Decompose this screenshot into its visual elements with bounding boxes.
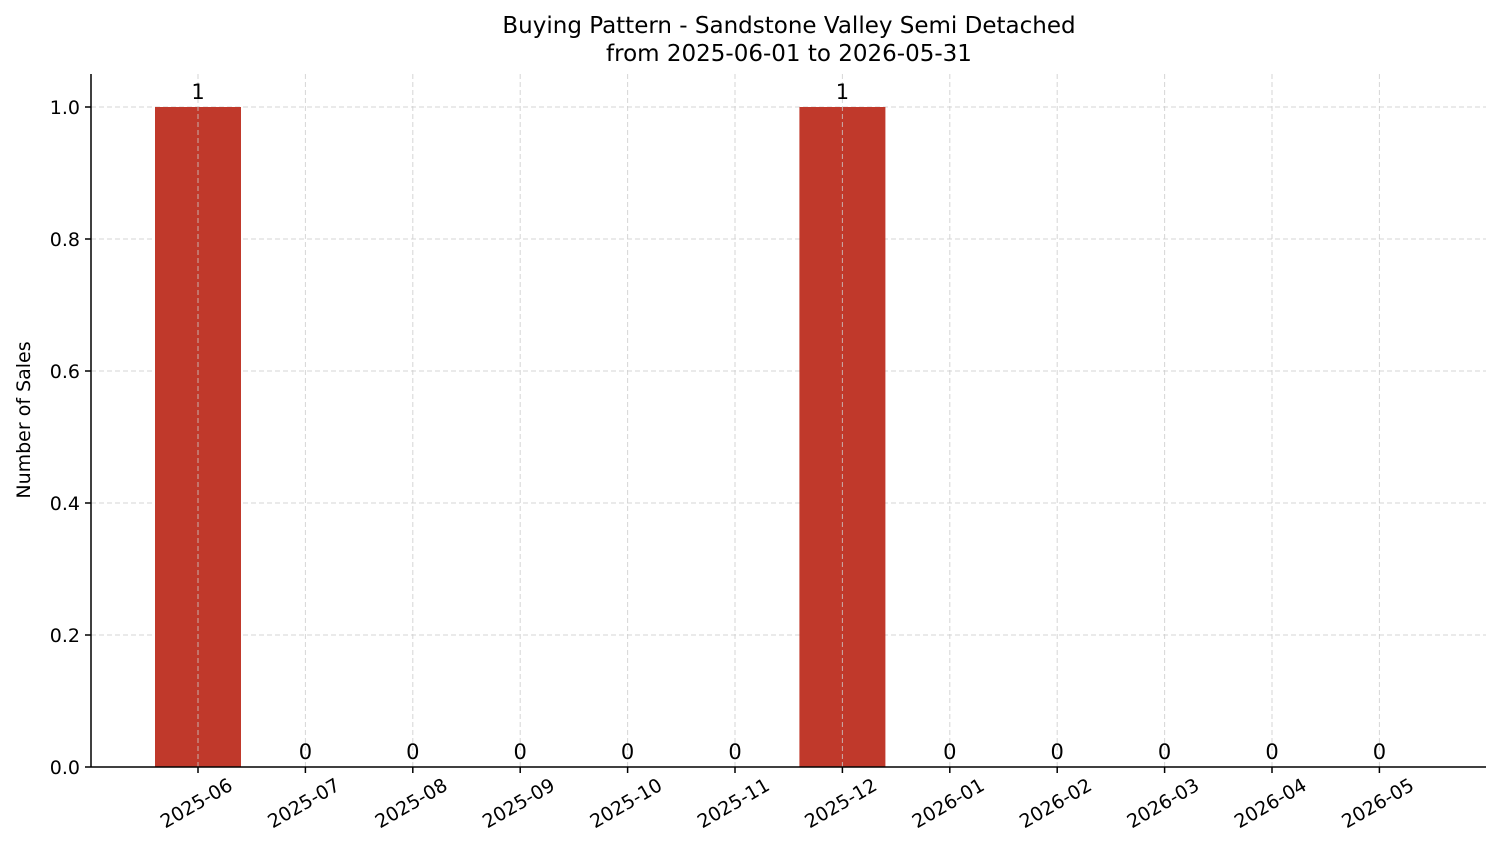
- x-tick-label-2025-08: 2025-08: [372, 774, 452, 833]
- y-tick-label-0: 0.0: [50, 757, 80, 779]
- data-label-2026-04: 0: [1265, 740, 1278, 764]
- y-tick-label-5: 1.0: [50, 97, 80, 119]
- x-tick-label-2026-01: 2026-01: [909, 774, 989, 833]
- data-label-2026-03: 0: [1158, 740, 1171, 764]
- data-label-2025-07: 0: [299, 740, 312, 764]
- x-tick-label-2025-06: 2025-06: [157, 774, 237, 833]
- y-tick-label-4: 0.8: [50, 229, 80, 251]
- x-tick-label-2026-05: 2026-05: [1338, 774, 1418, 833]
- tick-labels: 0.0 0.2 0.4 0.6 0.8 1.0 2025-06 2025-07 2025-08 2…: [50, 97, 1418, 833]
- data-label-2026-05: 0: [1373, 740, 1386, 764]
- bars: [155, 107, 886, 767]
- data-label-2025-10: 0: [621, 740, 634, 764]
- x-tick-label-2025-07: 2025-07: [264, 774, 344, 833]
- data-label-2026-01: 0: [943, 740, 956, 764]
- x-tick-label-2025-11: 2025-11: [694, 774, 774, 833]
- grid-lines: [91, 106, 1486, 768]
- y-tick-label-1: 0.2: [50, 625, 80, 647]
- data-label-2025-11: 0: [728, 740, 741, 764]
- x-tick-label-2025-12: 2025-12: [801, 774, 881, 833]
- chart-subtitle: from 2025-06-01 to 2026-05-31: [606, 41, 972, 67]
- y-tick-label-2: 0.4: [50, 493, 80, 515]
- data-label-2025-12: 1: [836, 80, 849, 104]
- data-label-2025-06: 1: [191, 80, 204, 104]
- data-label-2025-08: 0: [406, 740, 419, 764]
- data-labels: 1 0 0 0 0 0 1 0 0 0 0 0: [191, 80, 1386, 764]
- x-tick-label-2026-04: 2026-04: [1231, 774, 1311, 833]
- y-axis-label: Number of Sales: [13, 341, 35, 498]
- data-label-2025-09: 0: [514, 740, 527, 764]
- chart-title: Buying Pattern - Sandstone Valley Semi D…: [502, 13, 1075, 39]
- axes: [85, 74, 1486, 773]
- x-tick-label-2026-03: 2026-03: [1123, 774, 1203, 833]
- data-label-2026-02: 0: [1051, 740, 1064, 764]
- y-tick-label-3: 0.6: [50, 361, 80, 383]
- x-tick-label-2025-09: 2025-09: [479, 774, 559, 833]
- x-tick-label-2025-10: 2025-10: [586, 774, 666, 833]
- x-tick-label-2026-02: 2026-02: [1016, 774, 1096, 833]
